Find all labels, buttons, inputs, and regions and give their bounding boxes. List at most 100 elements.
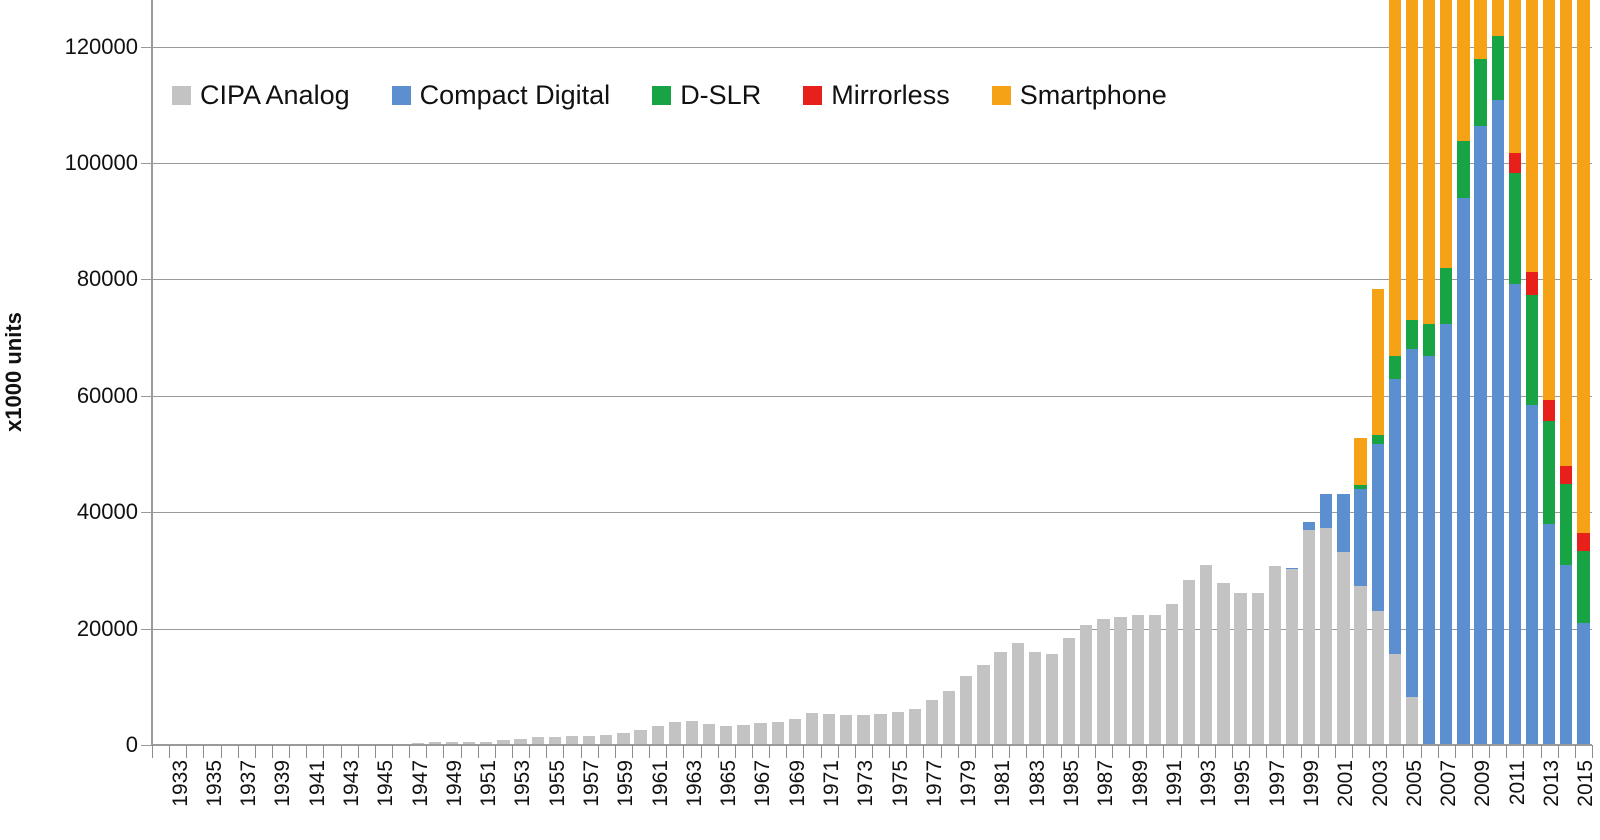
bar-column[interactable]	[1131, 615, 1144, 745]
bar-column[interactable]	[1474, 0, 1487, 745]
x-axis-tick-mark	[666, 745, 668, 758]
bar-column[interactable]	[977, 665, 990, 745]
bar-column[interactable]	[548, 736, 561, 745]
bar-column[interactable]	[651, 726, 664, 745]
bar-column[interactable]	[1491, 0, 1504, 745]
bar-segment-cipa-analog	[1011, 643, 1024, 745]
bar-column[interactable]	[1165, 604, 1179, 745]
bar-column[interactable]	[617, 732, 630, 745]
bar-column[interactable]	[1062, 637, 1076, 745]
bar-column[interactable]	[1028, 651, 1041, 745]
legend-item[interactable]: Smartphone	[991, 82, 1167, 109]
legend-item[interactable]: Compact Digital	[391, 82, 610, 109]
bar-column[interactable]	[462, 741, 476, 745]
bar-segment-cipa-analog	[1131, 615, 1144, 745]
bar-column[interactable]	[411, 742, 424, 745]
bar-segment-d-slr	[1577, 551, 1590, 624]
bar-column[interactable]	[720, 725, 733, 745]
bar-column[interactable]	[1560, 0, 1573, 745]
y-axis-tick-label: 60000	[76, 382, 138, 408]
bar-column[interactable]	[1525, 0, 1539, 745]
bar-column[interactable]	[1320, 494, 1333, 745]
bar-column[interactable]	[1234, 592, 1247, 745]
bar-column[interactable]	[925, 700, 939, 745]
bar-column[interactable]	[874, 713, 887, 745]
bar-column[interactable]	[582, 735, 596, 745]
bar-column[interactable]	[840, 715, 853, 745]
bar-column[interactable]	[565, 736, 579, 745]
bar-column[interactable]	[1422, 0, 1436, 745]
bar-column[interactable]	[1097, 618, 1110, 745]
bar-segment-smartphone	[1525, 0, 1539, 273]
bar-segment-d-slr	[1371, 435, 1384, 444]
bar-column[interactable]	[942, 691, 956, 745]
bar-column[interactable]	[1457, 0, 1470, 745]
bar-column[interactable]	[600, 734, 613, 745]
x-axis-tick-mark	[1197, 745, 1199, 758]
bar-segment-cipa-analog	[925, 700, 939, 745]
bar-column[interactable]	[994, 651, 1007, 745]
legend-item[interactable]: Mirrorless	[803, 82, 950, 109]
bar-column[interactable]	[514, 738, 527, 745]
gridline	[152, 512, 1592, 514]
bar-column[interactable]	[960, 676, 973, 745]
bar-column[interactable]	[1285, 567, 1299, 745]
bar-column[interactable]	[428, 742, 441, 745]
x-axis-tick-mark	[1403, 745, 1405, 758]
bar-column[interactable]	[1405, 0, 1419, 745]
bar-column[interactable]	[685, 720, 699, 745]
bar-column[interactable]	[1577, 0, 1590, 745]
bar-segment-smartphone	[1440, 0, 1453, 268]
legend-item[interactable]: CIPA Analog	[172, 82, 350, 109]
bar-segment-cipa-analog	[1285, 568, 1299, 745]
bar-column[interactable]	[771, 721, 784, 745]
x-axis-tick-mark	[734, 745, 736, 758]
bar-column[interactable]	[908, 708, 921, 745]
bar-column[interactable]	[634, 729, 647, 745]
y-axis-tick-mark	[141, 279, 152, 281]
y-axis-tick-mark	[141, 395, 152, 397]
bar-column[interactable]	[1354, 437, 1367, 745]
bar-column[interactable]	[1080, 625, 1093, 745]
bar-column[interactable]	[1251, 592, 1264, 745]
bar-column[interactable]	[445, 742, 459, 745]
bar-column[interactable]	[857, 714, 870, 745]
bar-column[interactable]	[1268, 565, 1281, 745]
bar-column[interactable]	[1011, 643, 1024, 745]
x-axis-tick-mark	[1437, 745, 1439, 758]
x-axis-tick-mark	[152, 745, 153, 758]
bar-column[interactable]	[531, 737, 544, 745]
bar-column[interactable]	[1388, 0, 1401, 745]
bar-column[interactable]	[1217, 583, 1230, 745]
bar-column[interactable]	[805, 713, 819, 745]
bar-column[interactable]	[480, 741, 493, 745]
bar-column[interactable]	[1371, 288, 1384, 745]
x-axis-line	[151, 744, 1592, 746]
bar-column[interactable]	[754, 722, 767, 745]
bar-segment-cipa-analog	[908, 708, 921, 745]
bar-column[interactable]	[891, 712, 904, 745]
bar-column[interactable]	[1148, 614, 1161, 745]
x-axis-tick-label: 1957	[580, 760, 603, 807]
bar-column[interactable]	[1508, 0, 1521, 745]
bar-column[interactable]	[668, 722, 681, 745]
y-axis-tick-label: 120000	[64, 33, 138, 59]
x-axis-tick-mark	[803, 745, 805, 758]
bar-column[interactable]	[788, 719, 801, 745]
legend-item[interactable]: D-SLR	[652, 82, 761, 109]
bar-column[interactable]	[1045, 653, 1059, 745]
bar-column[interactable]	[1182, 579, 1196, 745]
bar-segment-mirrorless	[1525, 272, 1539, 295]
bar-column[interactable]	[737, 724, 750, 745]
bar-column[interactable]	[1302, 522, 1316, 745]
x-axis-tick-label: 1949	[442, 760, 466, 807]
bar-column[interactable]	[1114, 616, 1127, 745]
bar-column[interactable]	[497, 739, 510, 745]
bar-column[interactable]	[822, 714, 836, 745]
bar-column[interactable]	[1542, 0, 1556, 745]
bar-column[interactable]	[1337, 494, 1350, 745]
bar-column[interactable]	[1440, 0, 1453, 745]
bar-column[interactable]	[1200, 565, 1213, 745]
x-axis-tick-mark	[237, 745, 239, 758]
bar-column[interactable]	[702, 724, 716, 745]
